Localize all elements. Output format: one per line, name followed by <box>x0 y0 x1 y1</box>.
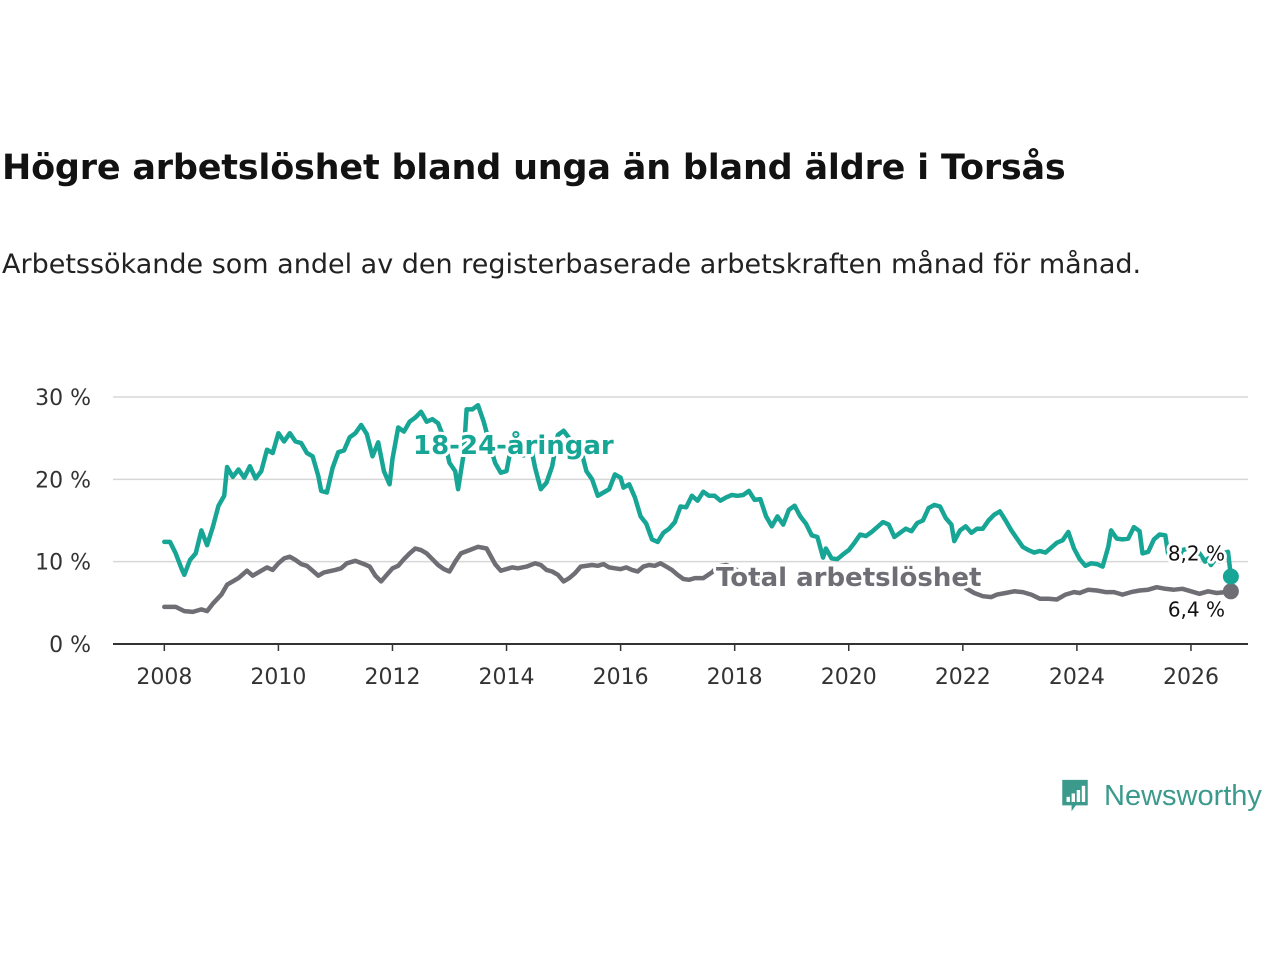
newsworthy-chart-icon <box>1062 779 1088 812</box>
y-tick-label: 30 % <box>35 386 91 411</box>
y-tick-label: 10 % <box>35 551 91 576</box>
x-tick-label: 2014 <box>479 665 535 690</box>
y-axis-ticks: 0 % 10 % 20 % 30 % <box>35 386 91 658</box>
gridlines <box>113 396 1248 645</box>
brand-name: Newsworthy <box>1104 779 1262 812</box>
chart-subtitle: Arbetssökande som andel av den registerb… <box>2 249 1142 280</box>
series-line-youth <box>162 402 1234 579</box>
x-tick-label: 2010 <box>250 665 306 690</box>
end-point-youth <box>1222 568 1239 585</box>
x-tick-label: 2012 <box>364 665 420 690</box>
end-label-youth: 8,2 % <box>1168 541 1225 565</box>
x-tick-label: 2016 <box>593 665 649 690</box>
x-axis-ticks: 2008 2010 2012 2014 2016 2018 2020 2022 2024 2026 <box>136 644 1219 690</box>
chart-title: Högre arbetslöshet bland unga än bland ä… <box>2 148 1066 188</box>
y-tick-label: 20 % <box>35 468 91 493</box>
x-tick-label: 2022 <box>935 665 991 690</box>
series-line-total <box>162 544 760 615</box>
x-tick-label: 2020 <box>821 665 877 690</box>
end-point-total <box>1222 583 1239 600</box>
x-tick-label: 2026 <box>1163 665 1219 690</box>
end-label-total: 6,4 % <box>1168 597 1225 621</box>
line-chart: 0 % 10 % 20 % 30 % 2008 2010 2012 2014 2016 2018… <box>35 386 1248 690</box>
x-tick-label: 2018 <box>707 665 763 690</box>
series-label-youth: 18-24-åringar <box>413 429 614 461</box>
y-tick-label: 0 % <box>49 633 91 658</box>
newsworthy-logo[interactable]: Newsworthy <box>1058 773 1262 819</box>
series-lines <box>162 402 1239 615</box>
x-tick-label: 2024 <box>1049 665 1105 690</box>
x-tick-label: 2008 <box>136 665 192 690</box>
series-line-total <box>963 584 1234 602</box>
series-labels: 18-24-åringar Total arbetslöshet 8,2 % 6,4 … <box>410 426 1228 624</box>
series-label-total: Total arbetslöshet <box>716 563 981 593</box>
